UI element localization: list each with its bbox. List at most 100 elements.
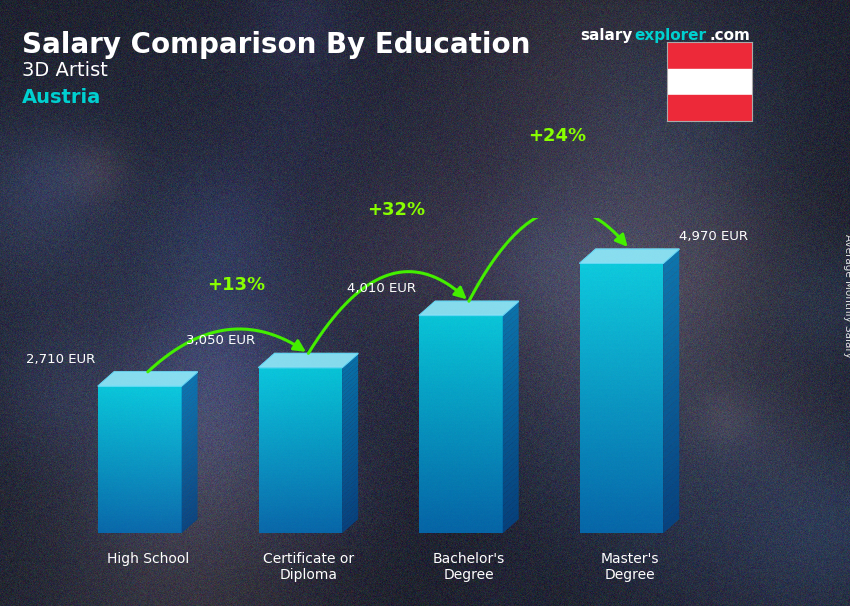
Polygon shape <box>663 418 679 439</box>
Polygon shape <box>182 398 197 416</box>
Polygon shape <box>342 403 358 421</box>
Bar <box>667 42 752 68</box>
Polygon shape <box>342 482 358 500</box>
Polygon shape <box>342 407 358 425</box>
Polygon shape <box>342 490 358 508</box>
Polygon shape <box>182 372 197 390</box>
Polygon shape <box>342 362 358 380</box>
Polygon shape <box>182 394 197 412</box>
Polygon shape <box>502 427 518 446</box>
Polygon shape <box>502 323 518 342</box>
Text: .com: .com <box>710 28 751 43</box>
Text: Average Monthly Salary: Average Monthly Salary <box>843 234 850 358</box>
Polygon shape <box>663 310 679 331</box>
Polygon shape <box>663 316 679 338</box>
Polygon shape <box>342 374 358 393</box>
Polygon shape <box>663 404 679 425</box>
Bar <box>667 95 752 121</box>
Text: +24%: +24% <box>528 127 586 145</box>
Polygon shape <box>663 283 679 304</box>
Polygon shape <box>663 350 679 371</box>
Polygon shape <box>342 457 358 475</box>
Text: 2,710 EUR: 2,710 EUR <box>26 353 95 365</box>
Polygon shape <box>663 303 679 324</box>
Polygon shape <box>182 442 197 460</box>
Polygon shape <box>182 511 197 530</box>
Polygon shape <box>182 445 197 464</box>
Polygon shape <box>663 391 679 411</box>
Polygon shape <box>663 398 679 419</box>
Polygon shape <box>663 485 679 506</box>
Text: 3D Artist: 3D Artist <box>22 61 108 80</box>
Polygon shape <box>663 344 679 365</box>
Bar <box>667 68 752 95</box>
Polygon shape <box>502 356 518 375</box>
Polygon shape <box>182 379 197 397</box>
Polygon shape <box>502 334 518 353</box>
Polygon shape <box>342 465 358 484</box>
Polygon shape <box>502 345 518 364</box>
Polygon shape <box>663 276 679 297</box>
Polygon shape <box>342 366 358 384</box>
Polygon shape <box>663 451 679 473</box>
Polygon shape <box>182 408 197 427</box>
Polygon shape <box>502 307 518 326</box>
Polygon shape <box>502 443 518 462</box>
Polygon shape <box>342 391 358 409</box>
Polygon shape <box>182 405 197 423</box>
Polygon shape <box>258 353 358 368</box>
Polygon shape <box>663 337 679 358</box>
Polygon shape <box>342 486 358 504</box>
Polygon shape <box>663 438 679 459</box>
Polygon shape <box>663 371 679 391</box>
Polygon shape <box>342 432 358 450</box>
Polygon shape <box>182 376 197 393</box>
Polygon shape <box>342 511 358 529</box>
Text: 3,050 EUR: 3,050 EUR <box>186 334 255 347</box>
Polygon shape <box>182 482 197 500</box>
Polygon shape <box>342 494 358 513</box>
Text: Austria: Austria <box>22 88 101 107</box>
Polygon shape <box>342 448 358 467</box>
Text: Salary Comparison By Education: Salary Comparison By Education <box>22 31 530 59</box>
Polygon shape <box>502 503 518 522</box>
Polygon shape <box>182 390 197 408</box>
Polygon shape <box>182 497 197 515</box>
Polygon shape <box>502 492 518 511</box>
Polygon shape <box>342 416 358 434</box>
Polygon shape <box>502 470 518 490</box>
Polygon shape <box>502 459 518 479</box>
Polygon shape <box>342 382 358 401</box>
Polygon shape <box>663 431 679 452</box>
Polygon shape <box>502 328 518 348</box>
Polygon shape <box>502 481 518 501</box>
Polygon shape <box>342 507 358 525</box>
Text: salary: salary <box>580 28 632 43</box>
Polygon shape <box>663 458 679 479</box>
Polygon shape <box>502 416 518 435</box>
Polygon shape <box>663 378 679 398</box>
Polygon shape <box>663 290 679 310</box>
Polygon shape <box>580 249 679 263</box>
Polygon shape <box>342 502 358 521</box>
Polygon shape <box>342 370 358 388</box>
Polygon shape <box>663 256 679 277</box>
Polygon shape <box>502 378 518 397</box>
Polygon shape <box>502 438 518 457</box>
Polygon shape <box>502 508 518 528</box>
Polygon shape <box>502 372 518 391</box>
Polygon shape <box>663 505 679 527</box>
Polygon shape <box>342 420 358 438</box>
Polygon shape <box>342 428 358 446</box>
Polygon shape <box>182 479 197 496</box>
Polygon shape <box>182 420 197 438</box>
Polygon shape <box>182 453 197 471</box>
Polygon shape <box>182 516 197 533</box>
Polygon shape <box>342 515 358 533</box>
Polygon shape <box>182 475 197 493</box>
Polygon shape <box>663 262 679 284</box>
Polygon shape <box>502 301 518 321</box>
Polygon shape <box>182 493 197 511</box>
Polygon shape <box>182 387 197 404</box>
Polygon shape <box>342 399 358 418</box>
